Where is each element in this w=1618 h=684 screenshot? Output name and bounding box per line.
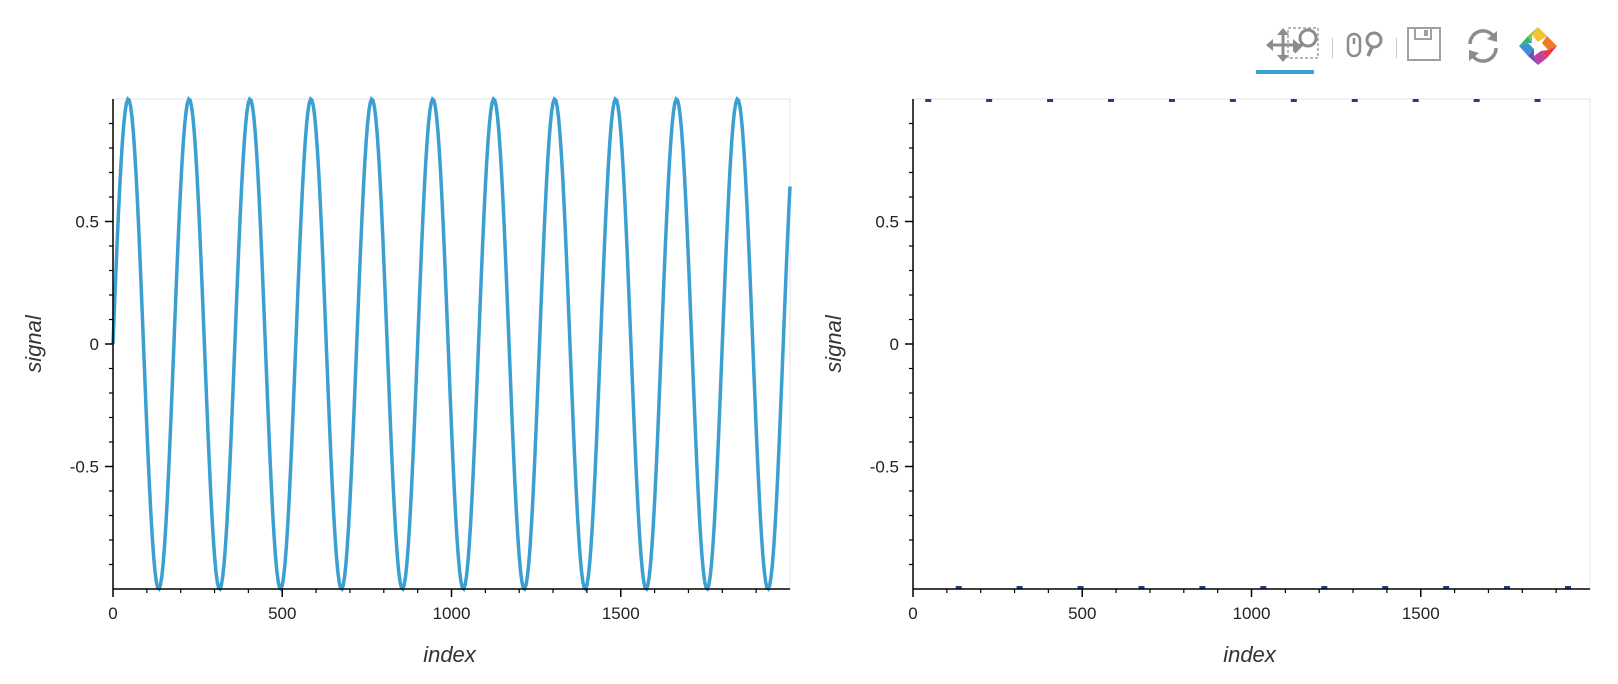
- plot-frame: [112, 98, 791, 590]
- plot-toolbar: [1252, 22, 1612, 82]
- wheel-zoom-tool-button[interactable]: [1344, 22, 1396, 72]
- peak-marker: [1229, 99, 1236, 102]
- peak-marker: [1443, 586, 1450, 589]
- x-tick-label: 0: [108, 604, 117, 623]
- bokeh-logo-icon: [1519, 27, 1557, 65]
- y-tick-label: 0.5: [875, 213, 899, 232]
- chart-left[interactable]: 0 500 1000 1500 -0.5 0 0.5 index signal: [21, 96, 792, 667]
- peak-marker: [1199, 586, 1206, 589]
- wheel-zoom-icon: [1346, 31, 1383, 58]
- series-line: [111, 96, 792, 592]
- peak-marker: [1290, 99, 1297, 102]
- x-tick-label: 1000: [433, 604, 471, 623]
- peak-marker: [1351, 99, 1358, 102]
- bokeh-logo-link[interactable]: [1518, 22, 1570, 72]
- peak-marker: [1138, 586, 1145, 589]
- box-zoom-icon: [1287, 27, 1319, 59]
- x-tick-label: 1500: [1402, 604, 1440, 623]
- y-tick-label: -0.5: [70, 458, 99, 477]
- reset-tool-button[interactable]: [1462, 22, 1514, 72]
- x-tick-label: 1000: [1233, 604, 1271, 623]
- y-axis-label: signal: [21, 314, 46, 373]
- y-tick-label: 0: [890, 335, 899, 354]
- active-tool-indicator: [1256, 70, 1314, 74]
- move-icon: [1266, 28, 1300, 62]
- peak-marker: [1412, 99, 1419, 102]
- x-tick-label: 500: [1068, 604, 1096, 623]
- peak-marker: [1016, 586, 1023, 589]
- y-tick-label: 0: [90, 335, 99, 354]
- x-axis-label: index: [1223, 642, 1277, 667]
- peak-marker: [1564, 586, 1571, 589]
- peak-marker: [925, 99, 932, 102]
- toolbar-separator: [1396, 38, 1397, 58]
- x-axis-label: index: [423, 642, 477, 667]
- peak-marker: [955, 586, 962, 589]
- y-tick-label: -0.5: [870, 458, 899, 477]
- peak-marker: [1473, 99, 1480, 102]
- peak-marker: [1321, 586, 1328, 589]
- reset-icon: [1468, 29, 1498, 63]
- plot-frame: [912, 98, 1591, 590]
- peak-marker: [1504, 586, 1511, 589]
- peak-marker: [986, 99, 993, 102]
- toolbar-separator: [1332, 38, 1333, 58]
- x-tick-label: 0: [908, 604, 917, 623]
- y-tick-label: 0.5: [75, 213, 99, 232]
- peak-marker: [1534, 99, 1541, 102]
- x-tick-label: 500: [268, 604, 296, 623]
- peak-marker: [1260, 586, 1267, 589]
- x-tick-label: 1500: [602, 604, 640, 623]
- peak-marker: [1382, 586, 1389, 589]
- pan-tool-button[interactable]: [1254, 22, 1314, 74]
- peak-marker: [1047, 99, 1054, 102]
- save-tool-button[interactable]: [1406, 22, 1458, 72]
- save-icon: [1407, 27, 1441, 61]
- peak-marker: [1168, 99, 1175, 102]
- peak-marker: [1077, 586, 1084, 589]
- chart-right[interactable]: 0 500 1000 1500 -0.5 0 0.5 index signal: [821, 98, 1591, 667]
- y-axis-label: signal: [821, 314, 846, 373]
- box-zoom-tool-button[interactable]: [1286, 22, 1338, 72]
- peak-marker: [1108, 99, 1115, 102]
